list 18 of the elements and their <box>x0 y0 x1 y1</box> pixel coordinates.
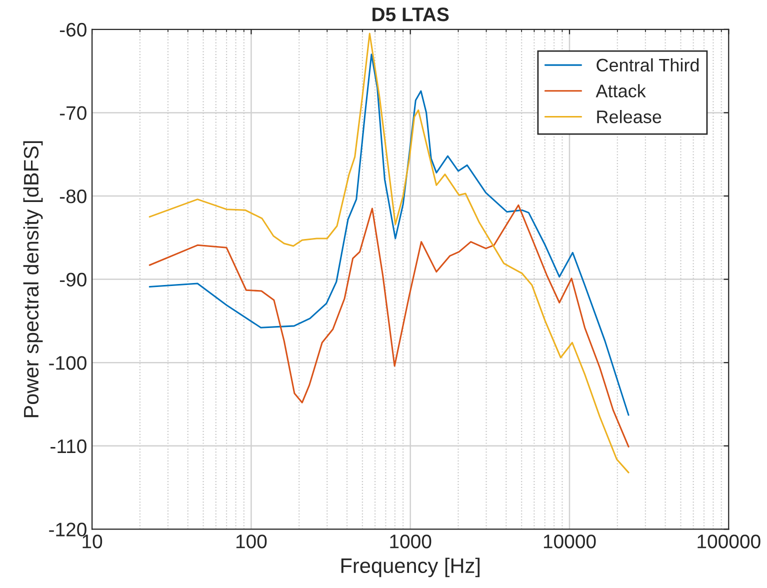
x-axis-title: Frequency [Hz] <box>341 558 480 578</box>
legend-label: Central Third <box>596 58 699 72</box>
y-tick-label: -70 <box>60 106 86 120</box>
y-tick-label: -100 <box>49 356 86 370</box>
x-tick-label: 100 <box>236 534 267 548</box>
y-tick-label: -60 <box>60 22 86 37</box>
y-axis-title: Power spectral density [dBFS] <box>23 141 43 418</box>
y-tick-label: -80 <box>60 189 86 204</box>
legend-label: Release <box>597 110 662 124</box>
x-tick-label: 10000 <box>544 534 596 548</box>
y-tick-label: -110 <box>50 439 86 454</box>
chart-title: D5 LTAS <box>372 7 449 22</box>
x-tick-label: 100000 <box>698 534 760 548</box>
x-tick-label: 10 <box>82 534 102 548</box>
y-tick-label: -90 <box>60 272 86 287</box>
legend-label: Attack <box>596 84 646 98</box>
x-tick-label: 1000 <box>390 534 432 548</box>
y-tick-label: -120 <box>49 522 86 536</box>
